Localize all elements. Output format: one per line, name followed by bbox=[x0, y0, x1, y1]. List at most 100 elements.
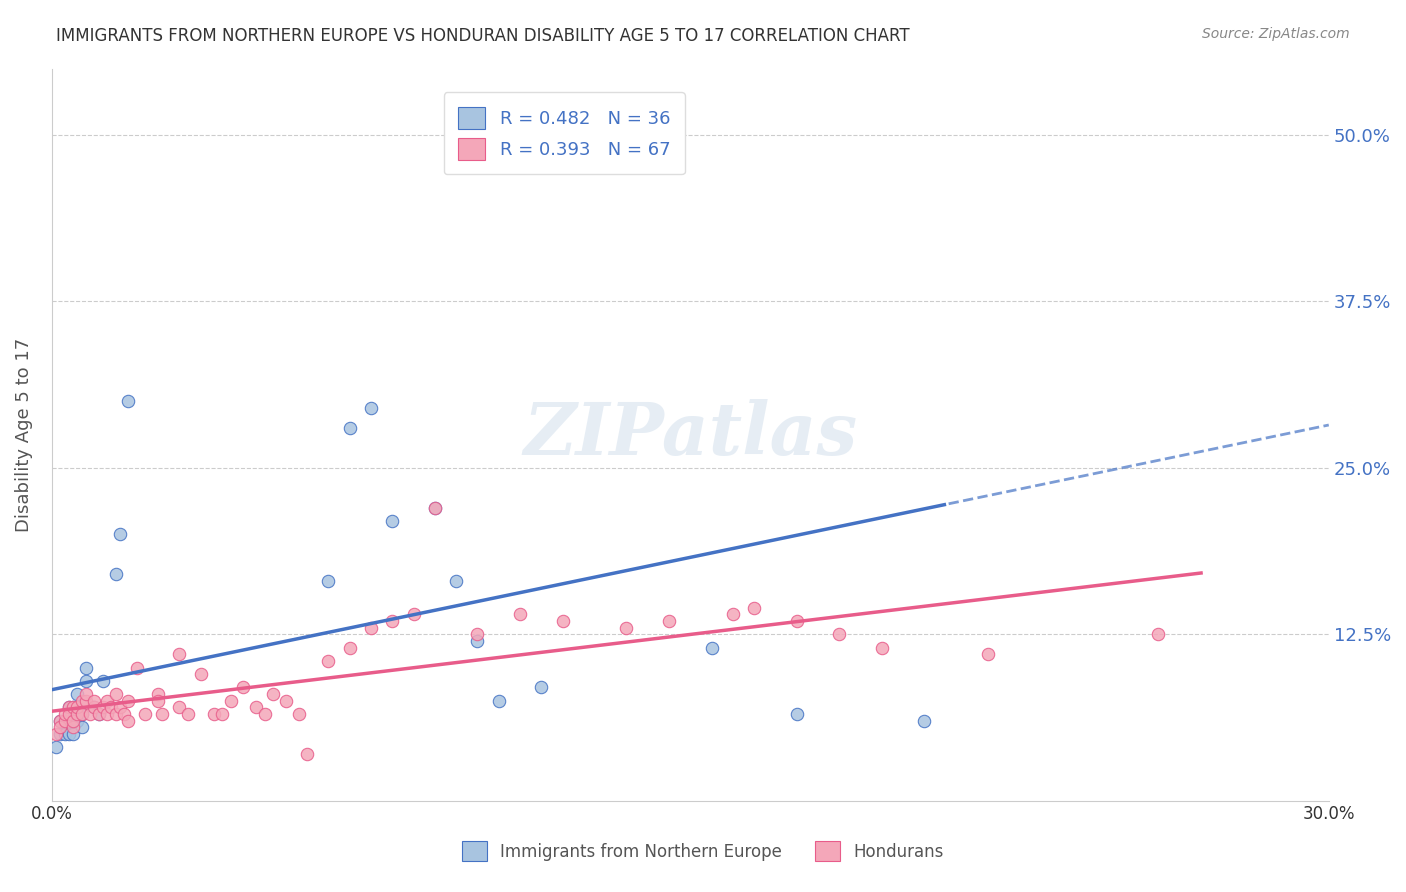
Point bbox=[488, 694, 510, 708]
Point bbox=[402, 607, 425, 622]
Point bbox=[62, 727, 84, 741]
Point bbox=[53, 707, 76, 722]
Point bbox=[104, 707, 127, 722]
Point bbox=[75, 687, 97, 701]
Point bbox=[91, 673, 114, 688]
Point bbox=[49, 714, 72, 728]
Point bbox=[117, 694, 139, 708]
Point bbox=[287, 707, 309, 722]
Point bbox=[339, 640, 361, 655]
Point bbox=[62, 720, 84, 734]
Point bbox=[211, 707, 233, 722]
Point bbox=[1147, 627, 1170, 641]
Point bbox=[49, 720, 72, 734]
Point bbox=[58, 700, 80, 714]
Point bbox=[786, 614, 808, 628]
Point bbox=[45, 727, 67, 741]
Point bbox=[108, 700, 131, 714]
Point bbox=[742, 600, 765, 615]
Point bbox=[75, 673, 97, 688]
Point bbox=[828, 627, 851, 641]
Point bbox=[530, 681, 553, 695]
Point bbox=[79, 707, 101, 722]
Point bbox=[66, 707, 89, 722]
Point bbox=[83, 694, 105, 708]
Point bbox=[177, 707, 200, 722]
Point bbox=[253, 707, 276, 722]
Point bbox=[658, 614, 681, 628]
Point bbox=[467, 627, 489, 641]
Point bbox=[146, 687, 169, 701]
Legend: Immigrants from Northern Europe, Hondurans: Immigrants from Northern Europe, Hondura… bbox=[449, 828, 957, 875]
Legend: R = 0.482   N = 36, R = 0.393   N = 67: R = 0.482 N = 36, R = 0.393 N = 67 bbox=[444, 92, 685, 174]
Point bbox=[117, 714, 139, 728]
Point bbox=[318, 654, 340, 668]
Point bbox=[360, 621, 382, 635]
Point bbox=[169, 647, 191, 661]
Point bbox=[96, 707, 118, 722]
Point bbox=[58, 707, 80, 722]
Point bbox=[467, 633, 489, 648]
Point bbox=[202, 707, 225, 722]
Point bbox=[381, 514, 404, 528]
Point bbox=[87, 707, 110, 722]
Point bbox=[53, 714, 76, 728]
Point bbox=[318, 574, 340, 588]
Point bbox=[125, 660, 148, 674]
Point bbox=[245, 700, 267, 714]
Point bbox=[786, 707, 808, 722]
Point bbox=[58, 714, 80, 728]
Point bbox=[58, 700, 80, 714]
Point bbox=[117, 394, 139, 409]
Point bbox=[721, 607, 744, 622]
Y-axis label: Disability Age 5 to 17: Disability Age 5 to 17 bbox=[15, 337, 32, 532]
Text: ZIPatlas: ZIPatlas bbox=[523, 399, 858, 470]
Point bbox=[66, 714, 89, 728]
Point bbox=[977, 647, 1000, 661]
Point bbox=[70, 707, 93, 722]
Point bbox=[108, 527, 131, 541]
Point bbox=[96, 694, 118, 708]
Point bbox=[232, 681, 254, 695]
Point bbox=[444, 574, 467, 588]
Point bbox=[62, 700, 84, 714]
Point bbox=[104, 687, 127, 701]
Point bbox=[616, 621, 638, 635]
Point bbox=[70, 720, 93, 734]
Point bbox=[551, 614, 574, 628]
Point bbox=[700, 640, 723, 655]
Point bbox=[219, 694, 242, 708]
Point bbox=[58, 727, 80, 741]
Point bbox=[134, 707, 156, 722]
Point bbox=[91, 700, 114, 714]
Point bbox=[262, 687, 284, 701]
Text: Source: ZipAtlas.com: Source: ZipAtlas.com bbox=[1202, 27, 1350, 41]
Point bbox=[295, 747, 318, 761]
Point bbox=[100, 700, 122, 714]
Point bbox=[66, 687, 89, 701]
Point bbox=[509, 607, 531, 622]
Point bbox=[423, 500, 446, 515]
Point bbox=[83, 700, 105, 714]
Point bbox=[49, 714, 72, 728]
Point bbox=[45, 740, 67, 755]
Point bbox=[423, 500, 446, 515]
Point bbox=[870, 640, 893, 655]
Point bbox=[381, 614, 404, 628]
Point bbox=[169, 700, 191, 714]
Point bbox=[190, 667, 212, 681]
Point bbox=[360, 401, 382, 415]
Point bbox=[62, 700, 84, 714]
Point bbox=[87, 707, 110, 722]
Point bbox=[62, 714, 84, 728]
Point bbox=[53, 714, 76, 728]
Point bbox=[75, 660, 97, 674]
Point bbox=[104, 567, 127, 582]
Point bbox=[339, 421, 361, 435]
Point bbox=[66, 700, 89, 714]
Point bbox=[146, 694, 169, 708]
Point bbox=[62, 714, 84, 728]
Point bbox=[75, 694, 97, 708]
Point bbox=[70, 694, 93, 708]
Point bbox=[83, 700, 105, 714]
